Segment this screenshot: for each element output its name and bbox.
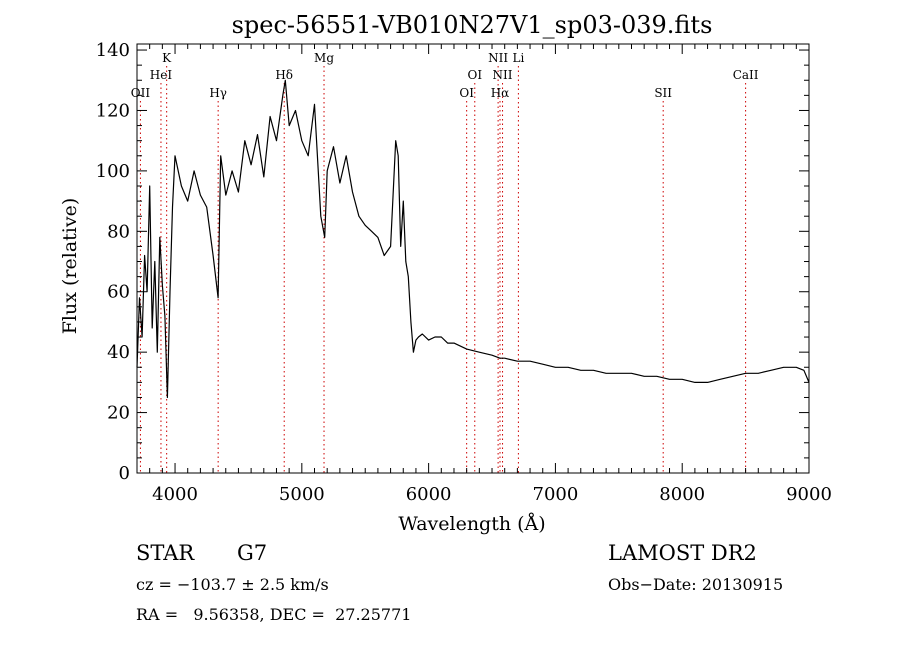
- line-marker-label: Hα: [491, 86, 510, 100]
- redshift-velocity: cz = −103.7 ± 2.5 km/s: [136, 575, 329, 594]
- line-marker-label: K: [162, 51, 172, 65]
- x-tick-label: 4000: [152, 484, 198, 505]
- y-axis-label: Flux (relative): [59, 198, 81, 335]
- line-marker-label: NII: [488, 51, 508, 65]
- x-tick-label: 5000: [279, 484, 325, 505]
- observation-date: Obs−Date: 20130915: [608, 575, 784, 594]
- line-marker-label: OI: [459, 86, 474, 100]
- line-marker-label: Mg: [314, 51, 334, 65]
- object-type: STAR: [136, 541, 195, 565]
- chart-title: spec-56551-VB010N27V1_sp03-039.fits: [232, 11, 713, 39]
- line-marker-label: OI: [467, 68, 482, 82]
- y-tick-label: 80: [107, 221, 130, 242]
- line-marker-label: HeI: [150, 68, 173, 82]
- survey-name: LAMOST DR2: [608, 541, 757, 565]
- line-marker-label: NII: [493, 68, 513, 82]
- plot-frame: [136, 43, 810, 474]
- spectral-subclass: G7: [237, 541, 268, 565]
- line-marker-label: Li: [512, 51, 524, 65]
- line-marker-label: Hγ: [209, 86, 227, 100]
- x-axis-label: Wavelength (Å): [398, 513, 545, 535]
- line-marker-label: OII: [131, 86, 151, 100]
- line-marker-label: Hδ: [275, 68, 293, 82]
- y-tick-label: 140: [96, 40, 130, 61]
- flux-line: [136, 79, 810, 399]
- axis-ticks: 4000 5000 6000 7000 8000 9000 0 20 40 60 80 100 120 1…: [96, 40, 832, 505]
- x-tick-label: 9000: [786, 484, 832, 505]
- y-tick-label: 0: [119, 463, 130, 484]
- x-tick-label: 6000: [406, 484, 452, 505]
- y-tick-label: 40: [107, 342, 130, 363]
- flux-series: [136, 79, 810, 399]
- y-tick-label: 60: [107, 282, 130, 303]
- x-tick-label: 7000: [533, 484, 579, 505]
- coordinates: RA = 9.56358, DEC = 27.25771: [136, 605, 412, 624]
- spectral-lines: OII K HeI Hγ Hδ Mg OI OI NII NII Hα Li SII CaII: [131, 51, 759, 473]
- x-tick-label: 8000: [659, 484, 705, 505]
- line-marker-label: CaII: [733, 68, 759, 82]
- line-marker-label: SII: [654, 86, 672, 100]
- y-tick-label: 100: [96, 161, 130, 182]
- y-tick-label: 120: [96, 100, 130, 121]
- y-tick-label: 20: [107, 403, 130, 424]
